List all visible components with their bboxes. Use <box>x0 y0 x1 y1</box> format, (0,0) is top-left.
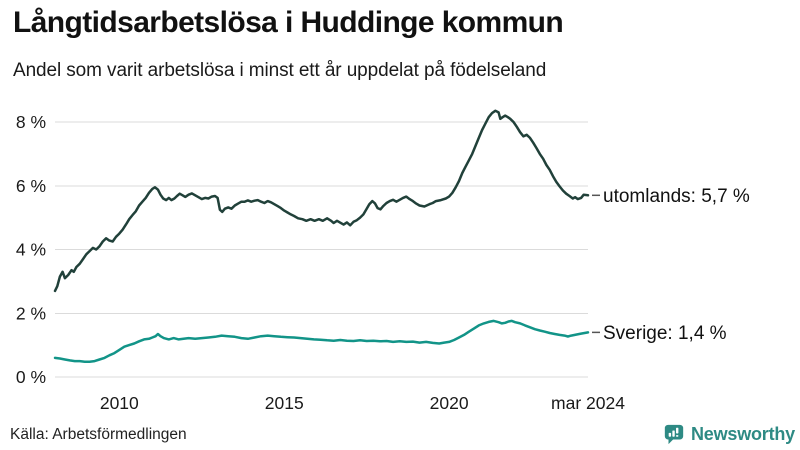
bar-icon-short <box>668 432 672 437</box>
y-axis-tick-label: 8 % <box>16 112 46 132</box>
newsworthy-logo[interactable]: Newsworthy <box>663 423 795 445</box>
x-axis-tick-label: mar 2024 <box>551 393 625 413</box>
source-note: Källa: Arbetsförmedlingen <box>10 426 187 443</box>
bar-chart-speech-bubble-icon <box>664 424 684 445</box>
y-axis-tick-label: 2 % <box>16 303 46 323</box>
brand-name: Newsworthy <box>690 423 795 444</box>
x-axis-tick-label: 2015 <box>265 393 304 413</box>
series-end-label-sverige: Sverige: 1,4 % <box>603 323 727 344</box>
bar-icon-tall <box>675 427 679 434</box>
y-axis-tick-label: 0 % <box>16 367 46 387</box>
chart-subtitle: Andel som varit arbetslösa i minst ett å… <box>13 60 547 81</box>
x-axis-tick-label: 2010 <box>100 393 139 413</box>
y-axis-tick-label: 4 % <box>16 240 46 260</box>
series-end-label-utomlands: utomlands: 5,7 % <box>603 186 750 207</box>
series-line-utomlands <box>53 109 590 293</box>
exclamation-dot-icon <box>675 435 679 437</box>
series-line-sverige <box>53 319 590 363</box>
chart-title: Långtidsarbetslösa i Huddinge kommun <box>13 6 564 39</box>
x-axis-tick-label: 2020 <box>430 393 469 413</box>
bar-icon-medium <box>672 430 675 437</box>
y-axis-tick-label: 6 % <box>16 176 46 196</box>
